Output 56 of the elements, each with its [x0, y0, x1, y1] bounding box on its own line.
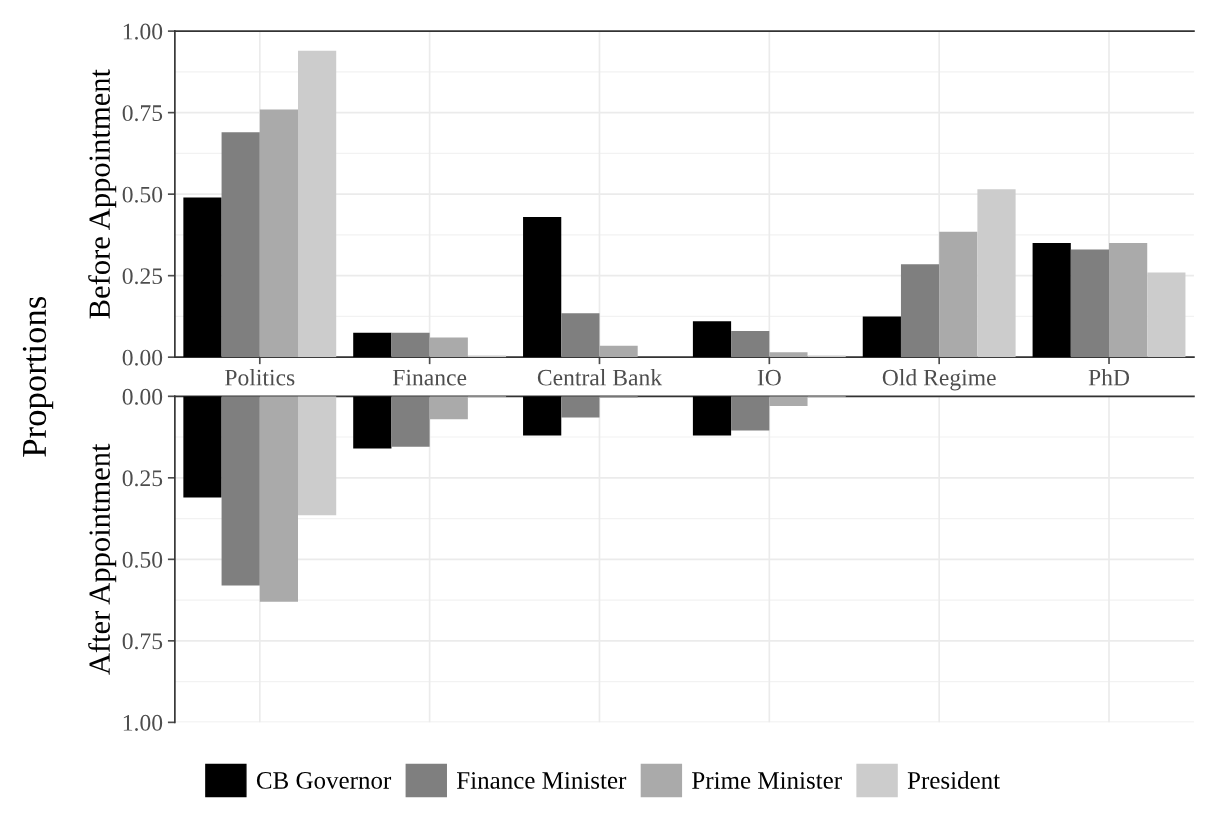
bar: [523, 216, 562, 358]
bar: [1109, 243, 1148, 358]
bar: [561, 313, 600, 358]
legend-label: CB Governor: [256, 772, 392, 789]
x-tick-label: IO: [757, 369, 781, 386]
legend-label: Prime Minister: [692, 772, 842, 789]
bar: [561, 396, 600, 418]
bar: [731, 331, 770, 358]
bar: [1070, 249, 1110, 358]
y-tick-label: 0.50: [122, 551, 163, 568]
bar: [391, 332, 430, 358]
y-tick-label: 0.75: [122, 105, 163, 122]
bar: [221, 132, 260, 358]
legend-label: President: [907, 771, 1000, 789]
bar: [183, 396, 222, 498]
bar: [353, 396, 392, 449]
y-axis-title: After Appointment: [88, 443, 117, 675]
bar: [523, 396, 562, 436]
bar: [977, 189, 1016, 358]
bar: [599, 345, 638, 358]
text: Proportions: [22, 296, 54, 457]
x-tick-label: Politics: [225, 368, 295, 386]
x-tick-label: Old Regime: [882, 368, 996, 391]
y-tick-label: 1.00: [123, 714, 163, 731]
y-axis-title: Before Appointment: [88, 69, 117, 319]
y-tick-label: 0.25: [122, 470, 163, 487]
y-tick-label: 0.25: [122, 268, 163, 285]
bar: [1147, 272, 1186, 358]
bar: [1032, 243, 1071, 358]
bar: [353, 332, 392, 358]
bar: [429, 337, 468, 358]
y-tick-label: 0.75: [122, 633, 163, 650]
bar: [298, 396, 337, 516]
bar: [259, 109, 299, 358]
bar: [692, 321, 732, 358]
y-tick-label: 0.00: [122, 388, 163, 405]
x-tick-label: Finance: [392, 369, 467, 386]
bar: [731, 396, 770, 431]
bar: [769, 352, 808, 358]
bar: [183, 197, 222, 358]
bar: [391, 396, 430, 447]
bar: [692, 396, 732, 436]
bar: [221, 396, 260, 586]
legend-label: Finance Minister: [457, 772, 627, 789]
y-tick-label: 0.00: [122, 349, 163, 366]
bar: [769, 396, 808, 407]
bar: [298, 50, 337, 358]
bar: [900, 264, 940, 358]
y-tick-label: 0.50: [122, 186, 163, 203]
bar: [862, 316, 901, 358]
y-tick-label: 1.00: [123, 23, 163, 40]
bar: [259, 396, 299, 602]
bar: [939, 231, 978, 358]
x-tick-label: Central Bank: [537, 368, 663, 386]
bar: [429, 396, 468, 420]
x-tick-label: PhD: [1088, 368, 1130, 386]
